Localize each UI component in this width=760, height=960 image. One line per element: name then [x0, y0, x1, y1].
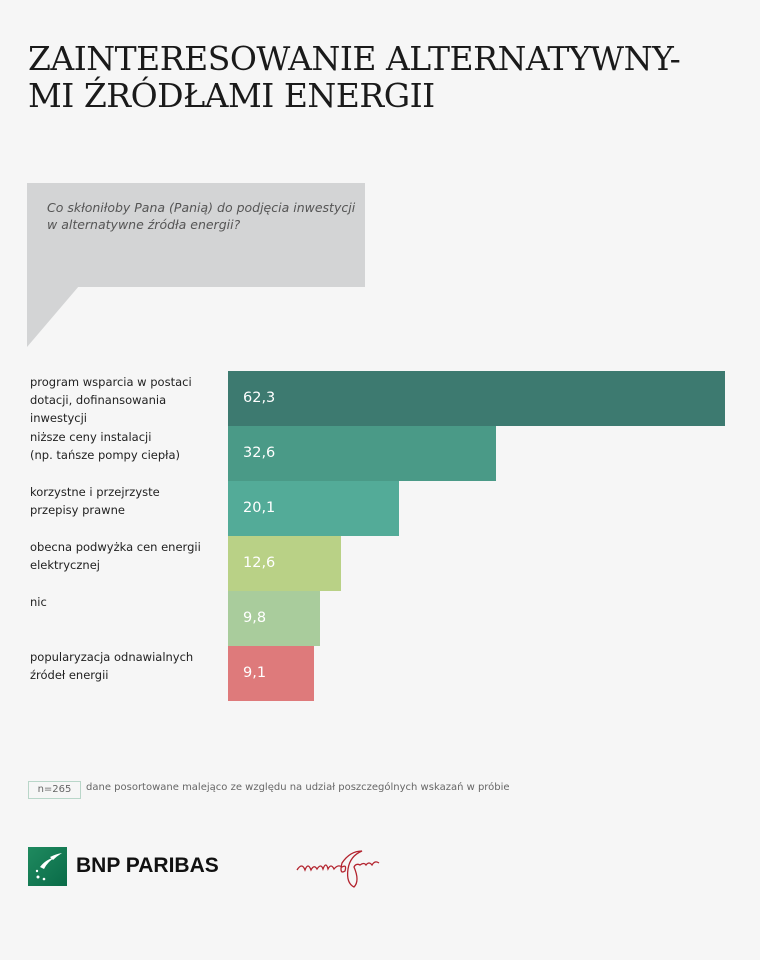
bar: [228, 481, 400, 536]
bar: [228, 646, 315, 701]
question-text: Co skłoniłoby Pana (Panią) do podjęcia i…: [47, 199, 357, 233]
bar: [228, 371, 725, 426]
brand-name: BNP PARIBAS: [76, 854, 219, 877]
category-label: korzystne i przejrzyste przepisy prawne: [30, 483, 225, 519]
category-label-line: obecna podwyżka cen energii: [30, 540, 201, 554]
category-label-line: popularyzacja odnawialnych: [30, 650, 194, 664]
sample-size-badge: n=265: [28, 781, 81, 799]
category-label-line: program wsparcia w postaci: [30, 375, 192, 389]
category-label: nic: [30, 593, 225, 611]
category-label-line: korzystne i przejrzyste: [30, 485, 160, 499]
category-label-line: nic: [30, 595, 47, 609]
question-line-2: w alternatywne źródła energii?: [47, 217, 241, 232]
title-line-1: ZAINTERESOWANIE ALTERNATYWNY-: [28, 39, 681, 78]
bar: [228, 426, 496, 481]
category-label-line: (np. tańsze pompy ciepła): [30, 448, 180, 462]
category-label-line: niższe ceny instalacji: [30, 430, 152, 444]
question-callout: [27, 183, 365, 287]
question-line-1: Co skłoniłoby Pana (Panią) do podjęcia i…: [47, 200, 356, 215]
category-label: niższe ceny instalacji (np. tańsze pompy …: [30, 428, 225, 464]
value-label: 20,1: [243, 500, 276, 516]
signature-logo: [296, 850, 380, 888]
bar: [228, 536, 342, 591]
category-label: program wsparcia w postaci dotacji, dofin…: [30, 373, 225, 427]
bnp-logo-icon: [28, 847, 67, 886]
value-label: 9,1: [243, 665, 267, 681]
callout-tail: [27, 286, 79, 347]
value-label: 32,6: [243, 445, 276, 461]
page-title: ZAINTERESOWANIE ALTERNATYWNY- MI ŹRÓDŁAMI…: [28, 39, 681, 115]
category-label: popularyzacja odnawialnych źródeł energii: [30, 648, 225, 684]
title-line-2: MI ŹRÓDŁAMI ENERGII: [28, 76, 435, 115]
category-label: obecna podwyżka cen energii elektrycznej: [30, 538, 225, 574]
value-label: 9,8: [243, 610, 267, 626]
category-label-line: przepisy prawne: [30, 503, 125, 517]
value-label: 62,3: [243, 390, 276, 406]
footnote: dane posortowane malejąco ze względu na …: [86, 782, 510, 793]
bar: [228, 591, 320, 646]
category-label-line: źródeł energii: [30, 668, 109, 682]
value-label: 12,6: [243, 555, 276, 571]
category-label-line: elektrycznej: [30, 558, 100, 572]
category-label-line: dotacji, dofinansowania inwestycji: [30, 393, 167, 425]
